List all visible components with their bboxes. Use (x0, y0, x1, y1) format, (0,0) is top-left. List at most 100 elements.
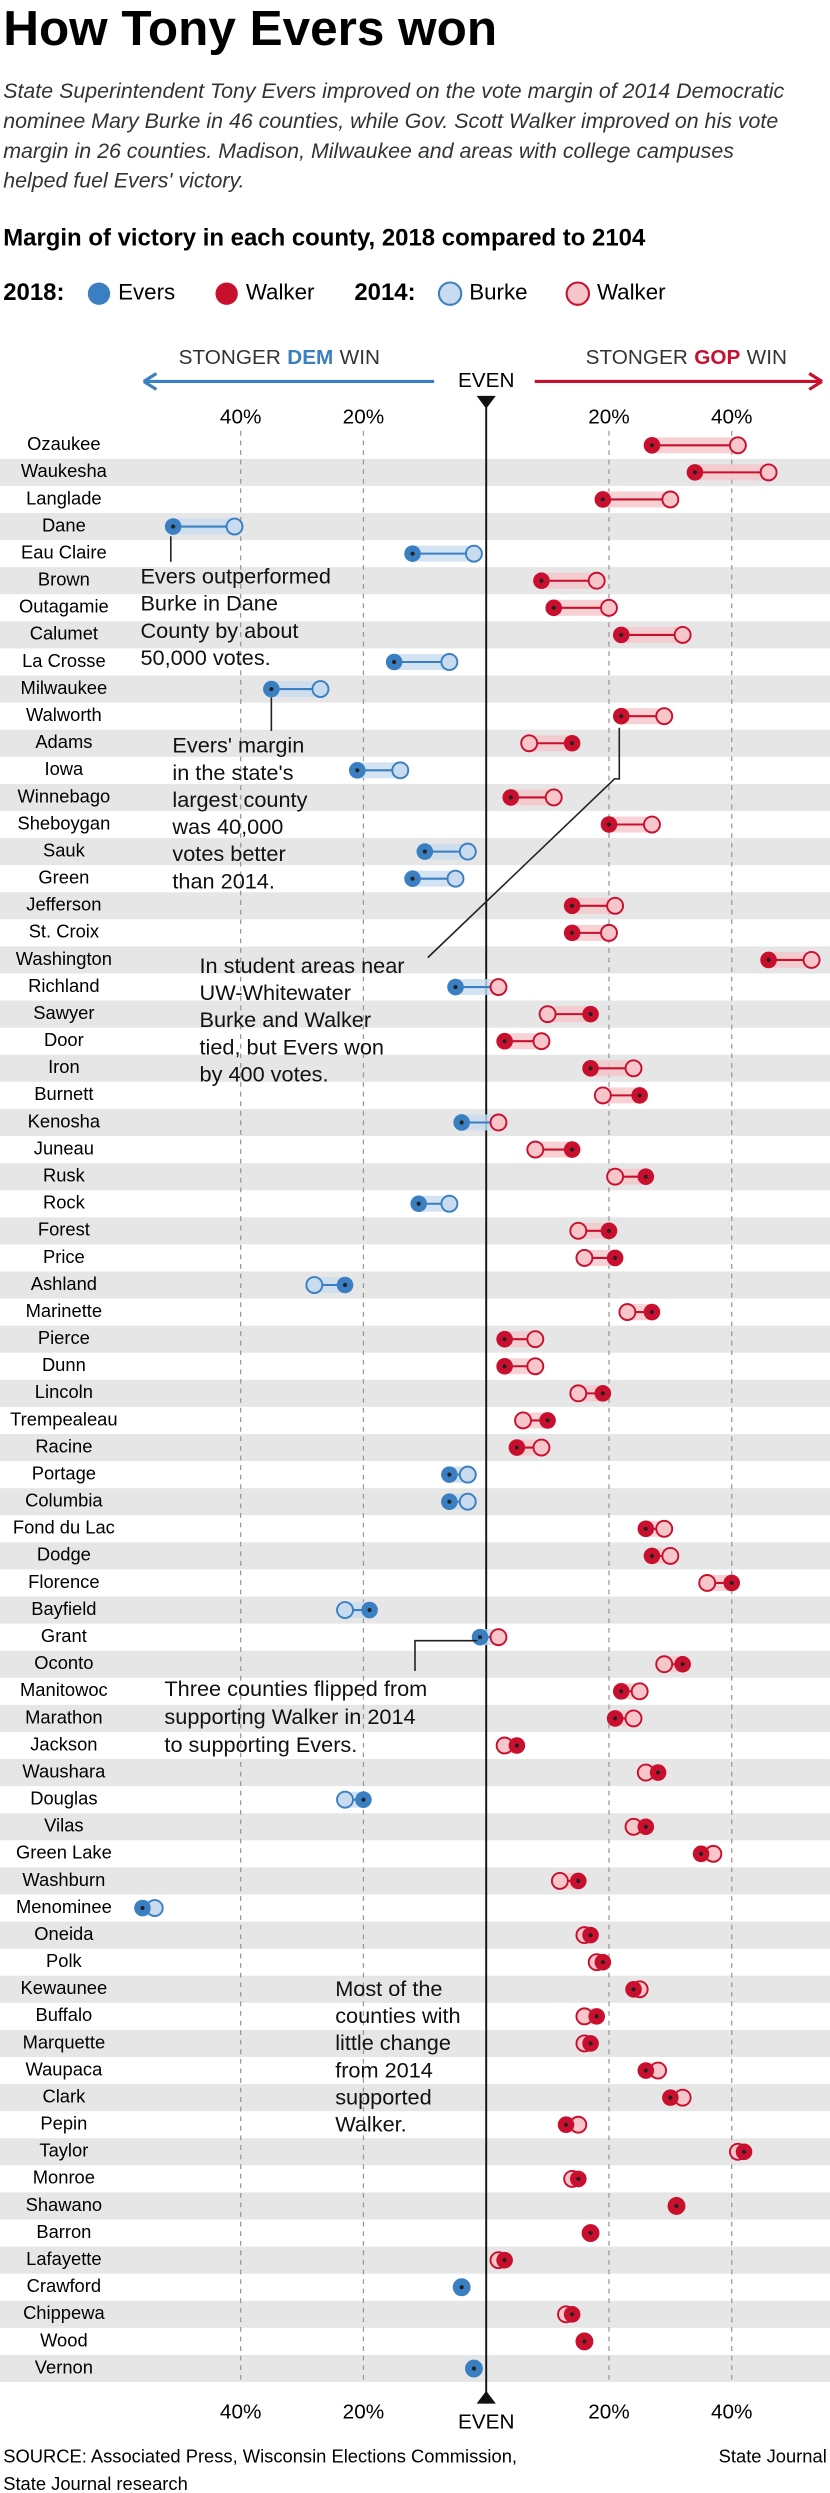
row-stripe (0, 946, 830, 974)
row-stripe (0, 1163, 830, 1191)
dot-2014 (532, 1438, 551, 1457)
county-label: Iron (48, 1056, 80, 1077)
annotation-leader (427, 727, 621, 959)
dot-2018-center (422, 849, 427, 854)
annotation-leader (414, 1639, 478, 1672)
dot-2018-center (453, 984, 458, 990)
dot-2014 (520, 734, 539, 753)
county-label: Dane (42, 514, 86, 535)
source: State Journal research (3, 2473, 188, 2493)
dot-2014 (336, 1790, 354, 1809)
subtitle: margin in 26 counties. Madison, Milwauke… (3, 139, 734, 163)
annotation: tied, but Evers won (200, 1034, 384, 1059)
source: SOURCE: Associated Press, Wisconsin Elec… (3, 2446, 517, 2467)
county-label: Door (44, 1029, 84, 1050)
row-stripe (0, 2354, 830, 2383)
dot-2014 (661, 1546, 680, 1565)
dot-2014 (311, 680, 330, 699)
row-stripe (0, 892, 830, 920)
county-label: Dodge (37, 1544, 91, 1565)
dot-2018-center (600, 1391, 605, 1396)
dot-2018-center (539, 578, 544, 583)
annotation: Evers outperformed (140, 563, 330, 588)
county-label: Bayfield (31, 1598, 96, 1619)
annotation: 50,000 votes. (140, 645, 270, 670)
county-label: Vilas (44, 1815, 83, 1836)
dot-2014 (489, 1113, 508, 1132)
direction-word: STONGER (586, 347, 688, 370)
row-stripe (0, 2084, 830, 2112)
county-label: Monroe (33, 2167, 95, 2188)
county-label: Brown (38, 569, 90, 590)
county-label: Sauk (43, 839, 86, 860)
row-stripe (0, 1433, 830, 1462)
county-label: Buffalo (35, 2004, 92, 2025)
dot-2018-center (447, 1472, 452, 1477)
dot-2014 (655, 707, 674, 726)
dot-2018-center (606, 822, 612, 827)
x-tick-label: 20% (343, 2401, 385, 2424)
county-label: Taylor (39, 2140, 88, 2161)
dot-2014 (526, 1357, 545, 1376)
direction-word: GOP (694, 347, 740, 370)
county-label: Walworth (26, 704, 102, 725)
county-label: St. Croix (29, 921, 99, 942)
row-stripe (0, 2029, 830, 2058)
dot-2014 (802, 951, 821, 969)
county-label: Green Lake (16, 1842, 112, 1863)
legend-year: 2018: (3, 279, 64, 306)
legend-symbol (437, 281, 463, 306)
dot-2018-center (588, 2230, 593, 2236)
dot-2018-center (447, 1499, 452, 1504)
county-label: Rock (43, 1192, 86, 1213)
row-stripe (0, 1542, 830, 1570)
dot-2018-center (766, 957, 771, 963)
dot-2018-center (619, 1689, 624, 1694)
annotation: supporting Walker in 2014 (164, 1704, 415, 1729)
row-stripe (0, 1271, 830, 1299)
dot-2018-center (576, 2176, 581, 2181)
dot-2018-center (619, 714, 624, 719)
x-tick-label: 20% (588, 2401, 630, 2424)
subtitle: nominee Mary Burke in 46 counties, while… (3, 109, 778, 133)
county-label: La Crosse (22, 650, 106, 671)
county-label: Burnett (34, 1083, 93, 1104)
dot-2018-center (582, 2339, 587, 2344)
dot-2018-center (643, 2068, 648, 2073)
county-label: Pierce (38, 1327, 90, 1348)
annotation: votes better (172, 841, 285, 866)
county-label: Washington (16, 948, 112, 969)
dot-2014 (600, 598, 618, 617)
dot-2014 (526, 1140, 545, 1159)
county-label: Waushara (22, 1760, 106, 1781)
legend-symbol (215, 282, 238, 305)
annotation: In student areas near (200, 953, 405, 978)
legend-symbol (87, 282, 111, 305)
annotation: largest county (172, 787, 307, 812)
county-label: Grant (41, 1625, 87, 1646)
county-label: Forest (38, 1219, 90, 1240)
county-label: Outagamie (19, 596, 109, 617)
dot-2018-center (588, 1066, 593, 1071)
dot-2014 (526, 1330, 545, 1349)
dot-2018-center (643, 1174, 648, 1179)
x-tick-label: 40% (711, 406, 753, 429)
county-label: Washburn (22, 1869, 105, 1890)
dot-2018-center (514, 1743, 519, 1748)
row-stripe (0, 1704, 830, 1732)
row-stripe (0, 729, 830, 757)
row-stripe (0, 2138, 830, 2166)
dot-2018-center (502, 1337, 507, 1342)
annotation: Three counties flipped from (164, 1676, 427, 1701)
county-label: Douglas (30, 1788, 97, 1809)
annotation: County by about (140, 618, 298, 643)
dot-2014 (305, 1276, 324, 1294)
county-label: Clark (42, 2085, 86, 2106)
annotation: from 2014 (335, 2057, 433, 2082)
county-label: Vernon (35, 2356, 93, 2377)
annotation: to supporting Evers. (164, 1732, 357, 1757)
dot-2014 (440, 653, 459, 671)
dot-2018-center (502, 2258, 507, 2263)
row-stripe (0, 1975, 830, 2003)
dot-2014 (655, 1519, 674, 1538)
